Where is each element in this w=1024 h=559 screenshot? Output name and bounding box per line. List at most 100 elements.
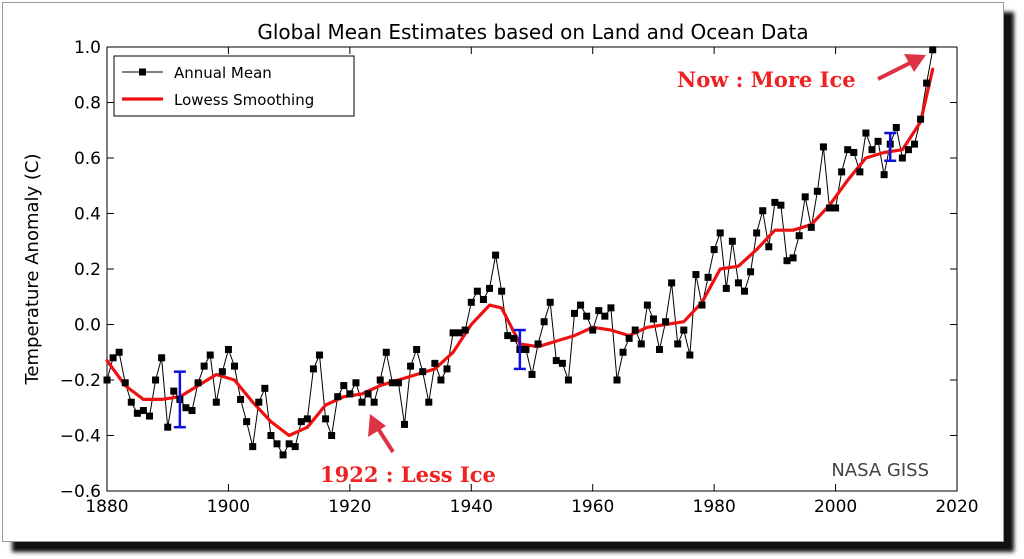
annual-mean-point: [401, 420, 408, 428]
annual-mean-point: [291, 443, 299, 451]
annual-mean-point: [710, 246, 718, 254]
annual-mean-point: [334, 393, 342, 401]
annual-mean-point: [911, 140, 918, 148]
watermark-label: NASA GISS: [831, 460, 929, 481]
annual-mean-point: [698, 301, 706, 309]
annual-mean-point: [413, 345, 421, 353]
annual-mean-point: [243, 418, 251, 426]
legend-lowess-label: Lowess Smoothing: [174, 91, 314, 109]
annual-mean-point: [668, 279, 676, 287]
y-tick-label: 0.0: [74, 316, 101, 336]
annual-mean-point: [127, 398, 135, 406]
annual-mean-point: [662, 318, 670, 326]
annual-mean-point: [164, 423, 172, 431]
annual-mean-point: [832, 204, 840, 212]
annotation-1922-arrowhead: [368, 414, 386, 437]
legend-box: [113, 55, 355, 117]
annual-mean-point: [631, 326, 639, 334]
annual-mean-point: [656, 345, 663, 353]
annual-mean-point: [419, 368, 427, 376]
annual-mean-point: [540, 318, 548, 326]
annual-mean-point: [674, 340, 682, 348]
annual-mean-point: [874, 137, 882, 145]
annual-mean-point: [801, 193, 809, 201]
annual-mean-point: [510, 334, 518, 342]
annual-mean-point: [607, 304, 615, 312]
annual-mean-point: [267, 432, 275, 439]
annual-mean-point: [261, 384, 269, 392]
annual-mean-point: [789, 254, 797, 262]
annual-mean-point: [771, 198, 779, 206]
annual-mean-point: [765, 243, 773, 251]
annual-mean-point: [571, 309, 578, 317]
annual-mean-point: [158, 354, 166, 362]
annual-mean-point: [285, 440, 293, 448]
annual-mean-point: [747, 268, 755, 276]
annual-mean-point: [850, 148, 858, 156]
annual-mean-point: [443, 365, 451, 373]
annual-mean-point: [856, 168, 864, 176]
annual-mean-point: [273, 440, 281, 448]
annual-mean-point: [838, 168, 846, 176]
annual-mean-point: [898, 154, 906, 162]
y-tick-label: 1.0: [74, 38, 101, 58]
annotation-now: Now : More Ice: [677, 67, 856, 92]
annual-mean-point: [109, 354, 117, 362]
annual-mean-point: [200, 362, 208, 370]
x-tick-label: 1900: [207, 497, 250, 517]
annual-mean-point: [279, 451, 287, 459]
chart-title: Global Mean Estimates based on Land and …: [257, 20, 808, 44]
annotation-1922: 1922 : Less Ice: [320, 462, 496, 487]
annual-mean-point: [437, 376, 445, 384]
y-tick-label: −0.4: [60, 427, 101, 447]
annual-mean-point: [807, 223, 815, 231]
annual-mean-point: [552, 357, 560, 365]
annual-mean-point: [218, 368, 226, 376]
annual-mean-point: [813, 187, 821, 195]
annotation-now-arrowhead: [904, 54, 926, 72]
annual-mean-point: [637, 340, 645, 348]
annual-mean-point: [394, 379, 402, 387]
annual-mean-point: [206, 351, 214, 359]
annual-mean-point: [583, 312, 591, 320]
legend-annual-label: Annual Mean: [174, 64, 272, 82]
annual-mean-point: [649, 315, 657, 323]
annual-mean-point: [309, 365, 317, 373]
x-tick-label: 1980: [693, 497, 736, 517]
y-tick-label: −0.2: [60, 371, 101, 391]
annual-mean-point: [231, 362, 238, 370]
annual-mean-point: [734, 279, 742, 287]
annual-mean-point: [522, 345, 530, 353]
annual-mean-point: [431, 359, 439, 367]
x-tick-label: 1940: [450, 497, 493, 517]
annual-mean-point: [528, 370, 536, 378]
annual-mean-point: [783, 257, 791, 265]
annual-mean-point: [904, 146, 912, 154]
annual-mean-point: [558, 359, 566, 367]
x-tick-label: 1960: [571, 497, 614, 517]
annual-mean-point: [170, 387, 178, 395]
legend-annual-marker: [139, 68, 146, 76]
y-tick-label: 0.4: [74, 205, 101, 225]
annual-mean-point: [492, 251, 500, 259]
annual-mean-point: [352, 379, 360, 387]
annual-mean-point: [880, 171, 888, 179]
annual-mean-point: [449, 329, 457, 337]
y-tick-label: −0.6: [60, 482, 101, 502]
annual-mean-point: [115, 348, 123, 356]
annual-mean-point: [595, 307, 603, 315]
x-tick-label: 1880: [85, 497, 128, 517]
annual-mean-point: [619, 348, 627, 356]
annual-mean-point: [376, 376, 384, 384]
annual-mean-point: [328, 432, 336, 439]
annual-mean-point: [139, 407, 147, 415]
annual-mean-point: [358, 398, 366, 406]
annual-mean-point: [103, 376, 111, 384]
annotation-1922-arrow: [375, 425, 395, 454]
plot-area: 1880 1900 1920 1940 1960 1980 2000 2020 −0.6 −0.4…: [60, 38, 979, 517]
annual-mean-point: [826, 204, 833, 212]
x-tick-label: 1920: [328, 497, 371, 517]
annual-mean-point: [407, 362, 415, 370]
annual-mean-point: [297, 418, 305, 426]
